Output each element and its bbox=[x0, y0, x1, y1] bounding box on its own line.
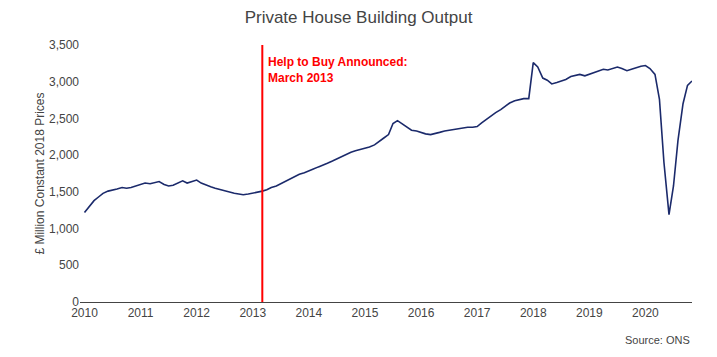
svg-text:Private House Building Output: Private House Building Output bbox=[245, 8, 473, 27]
svg-text:2011: 2011 bbox=[128, 306, 154, 320]
svg-text:2013: 2013 bbox=[239, 306, 266, 320]
svg-text:0: 0 bbox=[72, 295, 79, 309]
svg-text:Help to Buy Announced:March 20: Help to Buy Announced:March 2013 bbox=[268, 55, 408, 85]
svg-text:1,000: 1,000 bbox=[49, 222, 79, 236]
svg-text:3,000: 3,000 bbox=[49, 75, 79, 89]
svg-text:2018: 2018 bbox=[520, 306, 547, 320]
svg-text:3,500: 3,500 bbox=[49, 38, 79, 52]
svg-text:500: 500 bbox=[59, 258, 79, 272]
svg-text:2,500: 2,500 bbox=[49, 112, 79, 126]
svg-text:2,000: 2,000 bbox=[49, 148, 79, 162]
svg-text:2017: 2017 bbox=[464, 306, 491, 320]
svg-text:2020: 2020 bbox=[632, 306, 659, 320]
svg-text:2012: 2012 bbox=[183, 306, 210, 320]
svg-text:2015: 2015 bbox=[352, 306, 379, 320]
svg-text:2016: 2016 bbox=[408, 306, 435, 320]
svg-text:£ Million Constant 2018 Prices: £ Million Constant 2018 Prices bbox=[33, 92, 47, 254]
svg-text:1,500: 1,500 bbox=[49, 185, 79, 199]
svg-text:2010: 2010 bbox=[71, 306, 98, 320]
svg-text:2019: 2019 bbox=[576, 306, 603, 320]
svg-text:2014: 2014 bbox=[296, 306, 323, 320]
svg-text:Source: ONS: Source: ONS bbox=[625, 334, 690, 346]
